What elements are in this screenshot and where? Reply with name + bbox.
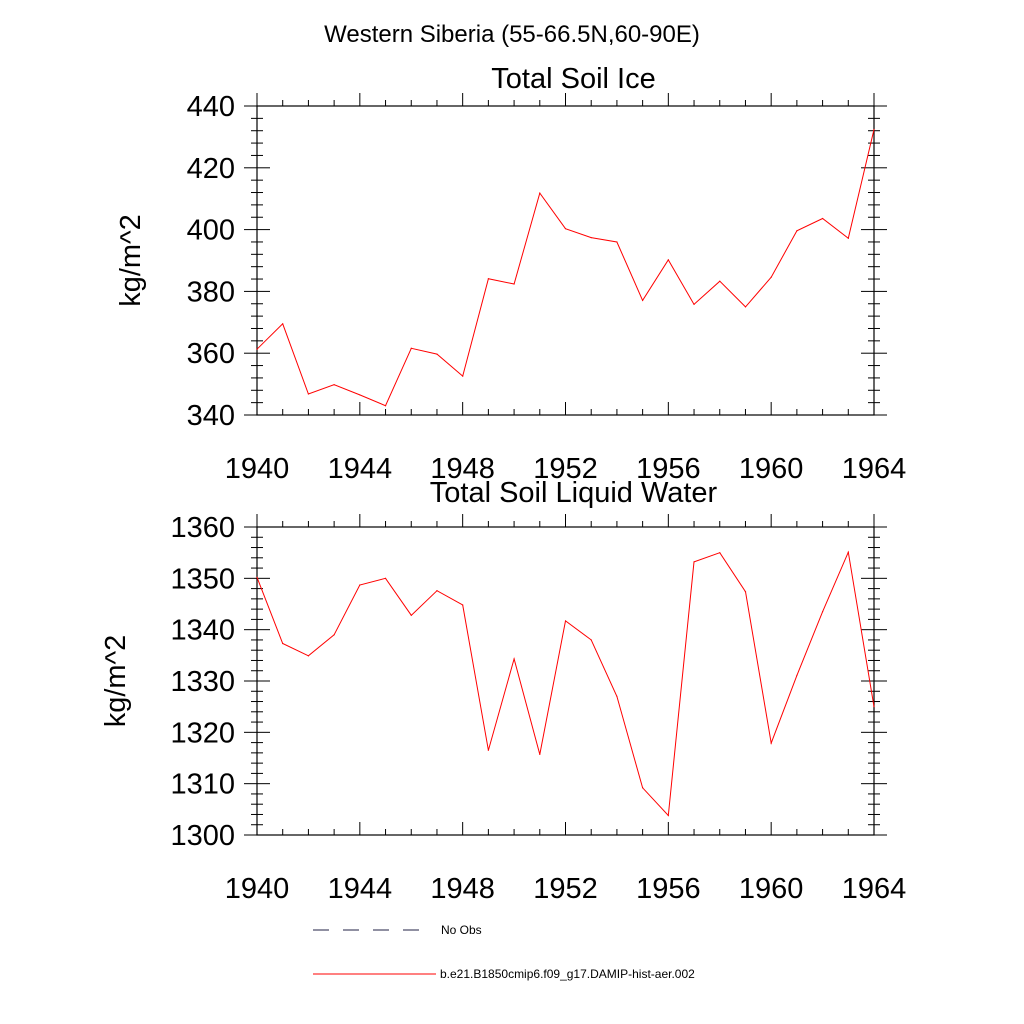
y-axis-label: kg/m^2 — [100, 635, 132, 728]
x-tick-label: 1956 — [636, 453, 701, 485]
y-tick-label: 400 — [187, 215, 235, 247]
y-tick-label: 420 — [187, 153, 235, 185]
y-tick-label: 360 — [187, 338, 235, 370]
panels: Total Soil Ice 1940 1944 1948 1952 1956 1960 19… — [100, 63, 906, 905]
data-point — [719, 280, 721, 282]
data-point — [719, 552, 721, 554]
panel-title: Total Soil Liquid Water — [430, 477, 718, 509]
series-line — [256, 550, 875, 817]
data-point — [744, 591, 747, 593]
data-point — [590, 639, 592, 641]
data-point — [436, 590, 438, 592]
y-tick-label: 1320 — [170, 717, 235, 749]
legend-label: No Obs — [441, 923, 482, 937]
y-tick-label: 380 — [187, 276, 235, 308]
data-point — [642, 299, 644, 301]
data-point — [487, 278, 489, 280]
x-tick-label: 1960 — [739, 453, 804, 485]
legend-item: No Obs — [313, 923, 482, 937]
data-point — [796, 230, 798, 232]
data-point — [847, 551, 849, 553]
data-point — [770, 276, 772, 278]
legend-label: b.e21.B1850cmip6.f09_g17.DAMIP-hist-aer.… — [440, 967, 695, 981]
data-point — [513, 658, 515, 660]
plot-frame — [256, 526, 875, 836]
figure-title: Western Siberia (55-66.5N,60-90E) — [324, 21, 700, 48]
data-point — [744, 306, 747, 308]
data-point — [410, 347, 412, 349]
data-point — [616, 695, 618, 698]
y-tick-label: 1300 — [170, 820, 235, 852]
data-point — [667, 814, 669, 817]
series-line — [256, 129, 875, 407]
x-tick-label: 1944 — [328, 873, 393, 905]
x-tick-label: 1952 — [533, 453, 598, 485]
data-point — [462, 604, 464, 606]
data-point — [307, 655, 310, 657]
data-point — [539, 192, 541, 194]
data-point — [359, 394, 361, 396]
data-point — [307, 393, 310, 395]
x-tick-label: 1952 — [533, 873, 598, 905]
x-tick-label: 1956 — [636, 873, 701, 905]
data-point — [693, 303, 695, 305]
data-point — [667, 259, 669, 261]
x-tick-label: 1948 — [430, 453, 495, 485]
x-tick-label: 1948 — [430, 873, 495, 905]
legend: No Obs b.e21.B1850cmip6.f09_g17.DAMIP-his… — [313, 923, 695, 981]
data-point — [796, 674, 798, 676]
chart-panel-1: Total Soil Ice 1940 1944 1948 1952 1956 1960 19… — [115, 63, 906, 485]
legend-item: b.e21.B1850cmip6.f09_g17.DAMIP-hist-aer.… — [313, 967, 695, 981]
y-tick-label: 1350 — [170, 563, 235, 595]
data-point — [282, 642, 284, 645]
data-point — [256, 576, 258, 578]
data-point — [873, 706, 875, 708]
data-point — [410, 614, 412, 616]
x-tick-label: 1940 — [225, 453, 290, 485]
data-point — [333, 384, 335, 386]
chart-panel-2: Total Soil Liquid Water 1940 1944 1948 1952 1… — [100, 477, 906, 905]
data-point — [847, 237, 849, 239]
y-axis-label: kg/m^2 — [115, 214, 147, 307]
data-point — [616, 241, 618, 243]
y-tick-label: 1330 — [170, 666, 235, 698]
data-point — [359, 584, 361, 586]
y-tick-label: 1340 — [170, 615, 235, 647]
data-point — [282, 323, 284, 325]
data-point — [821, 217, 824, 220]
data-point — [590, 237, 592, 239]
data-point — [384, 577, 387, 579]
data-point — [436, 353, 438, 355]
data-point — [487, 749, 489, 751]
x-tick-label: 1964 — [842, 873, 907, 905]
x-tick-label: 1964 — [842, 453, 907, 485]
data-point — [256, 348, 258, 350]
panel-title: Total Soil Ice — [491, 63, 655, 95]
data-point — [642, 787, 644, 789]
x-tick-label: 1944 — [328, 453, 393, 485]
data-point — [333, 634, 335, 636]
data-point — [770, 742, 772, 744]
y-tick-label: 1310 — [170, 769, 235, 801]
plot-frame — [256, 105, 875, 416]
data-point — [539, 753, 541, 756]
x-tick-label: 1940 — [225, 873, 290, 905]
data-point — [873, 128, 875, 131]
x-tick-label: 1960 — [739, 873, 804, 905]
data-point — [513, 283, 515, 285]
y-tick-label: 340 — [187, 400, 235, 432]
data-point — [564, 228, 567, 230]
data-point — [821, 611, 824, 613]
data-point — [384, 405, 387, 407]
data-point — [693, 561, 695, 563]
data-point — [564, 620, 567, 622]
data-point — [462, 375, 464, 377]
y-tick-label: 1360 — [170, 512, 235, 544]
y-tick-label: 440 — [187, 91, 235, 123]
